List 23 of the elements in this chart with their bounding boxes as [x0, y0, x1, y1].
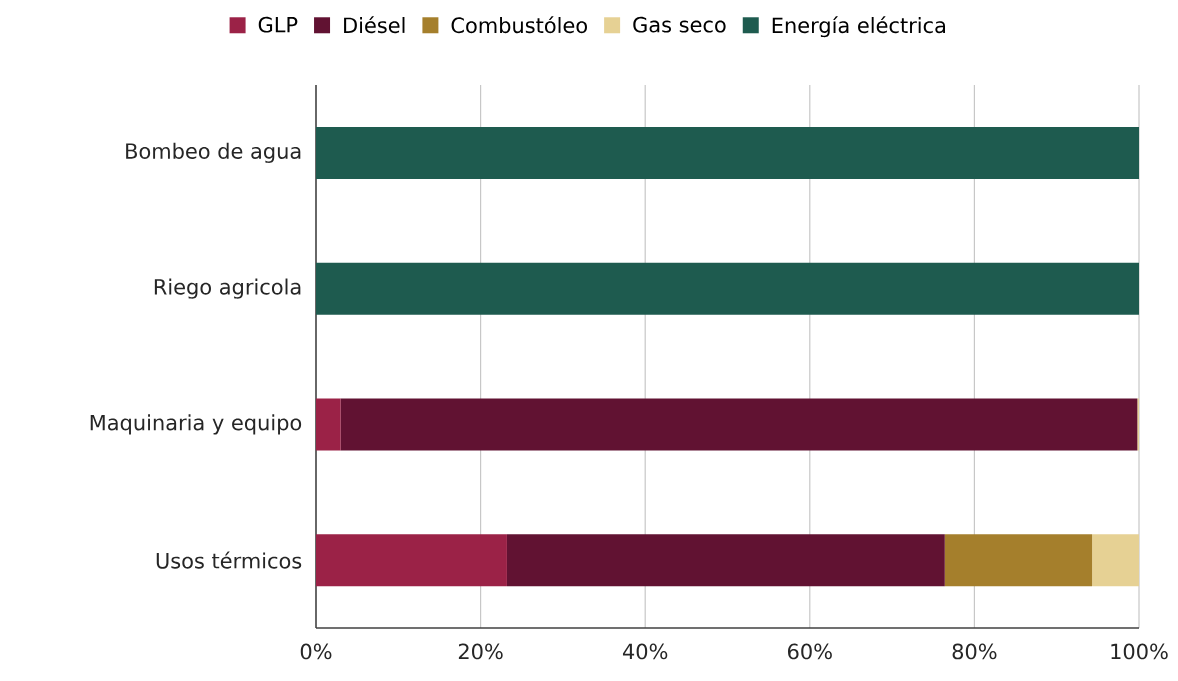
bar	[316, 126, 1140, 179]
legend-label: Gas seco	[633, 16, 726, 33]
x-tick-label: 40%	[622, 643, 668, 660]
x-tick-label: 60%	[788, 643, 832, 660]
bar	[1092, 534, 1140, 587]
legend-label: Energía eléctrica	[772, 16, 945, 38]
y-tick-label: Riego agricola	[154, 278, 301, 299]
x-tick-label: 80%	[952, 643, 997, 660]
bar	[316, 398, 341, 451]
x-tick-label: 100%	[1111, 643, 1168, 660]
legend-label: GLP	[258, 16, 298, 33]
legend-label: Diésel	[344, 16, 405, 34]
x-tick-label: 0%	[300, 643, 332, 660]
y-tick-label: Maquinaria y equipo	[90, 414, 302, 435]
legend-label: Combustóleo	[451, 16, 587, 34]
bar	[316, 262, 1140, 315]
y-tick-label: Usos térmicos	[156, 551, 302, 569]
y-tick-label: Bombeo de agua	[126, 142, 301, 164]
x-tick-label: 20%	[458, 643, 503, 660]
bar	[340, 398, 1138, 451]
bar	[944, 534, 1093, 587]
bar	[506, 534, 945, 587]
bar	[316, 534, 507, 587]
